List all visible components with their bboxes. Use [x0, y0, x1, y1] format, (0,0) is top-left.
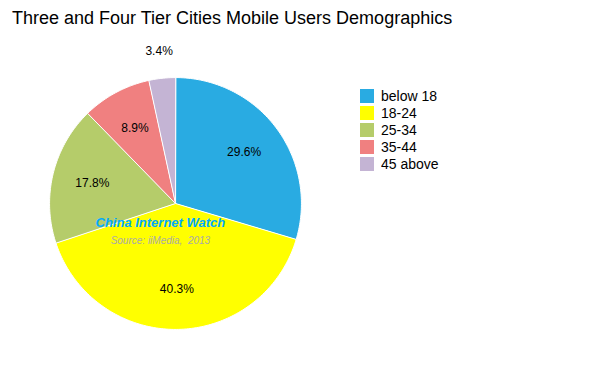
svg-text:17.8%: 17.8%	[75, 176, 109, 190]
html-text:25-34: 25-34	[381, 122, 417, 138]
html-text:Three and Four Tier Cities Mob: Three and Four Tier Cities Mobile Users …	[12, 8, 453, 28]
svg-text:8.9%: 8.9%	[121, 121, 149, 135]
html-text:below 18: below 18	[381, 88, 437, 104]
html-text:35-44: 35-44	[381, 139, 417, 155]
html-text:45 above: 45 above	[381, 156, 439, 172]
svg-text:40.3%: 40.3%	[160, 282, 194, 296]
svg-text:Source: iiMedia, 2013: Source: iiMedia, 2013	[111, 235, 211, 246]
html-text:18-24: 18-24	[381, 105, 417, 121]
svg-text:29.6%: 29.6%	[227, 145, 261, 159]
svg-text:3.4%: 3.4%	[145, 44, 173, 58]
svg-text:China Internet Watch: China Internet Watch	[95, 215, 225, 230]
